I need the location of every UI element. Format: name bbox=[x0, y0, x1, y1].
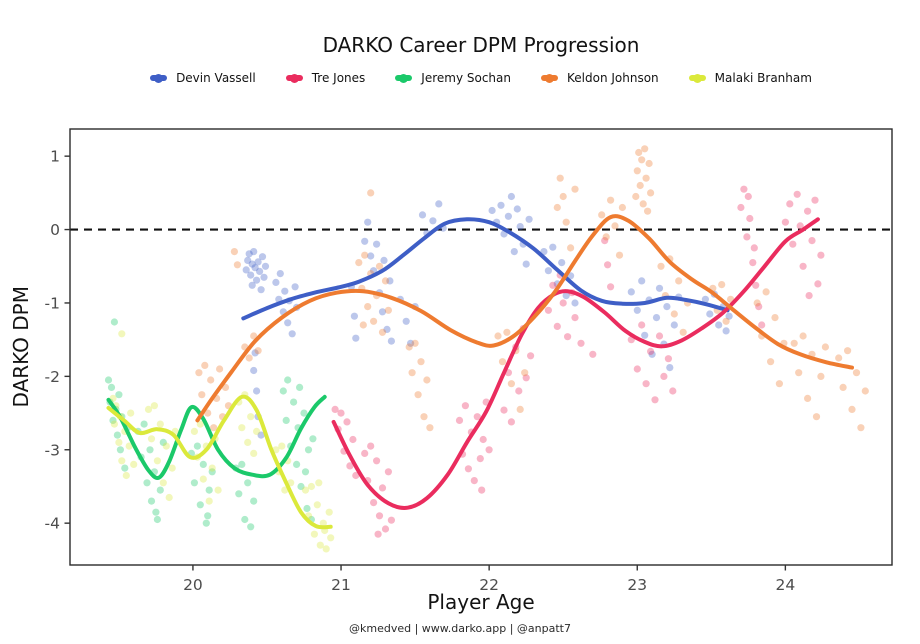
legend-label: Devin Vassell bbox=[176, 71, 256, 85]
svg-text:-2: -2 bbox=[45, 368, 60, 386]
legend-key-icon bbox=[285, 73, 303, 83]
svg-text:-3: -3 bbox=[45, 441, 60, 459]
legend-label: Jeremy Sochan bbox=[421, 71, 511, 85]
legend-key-icon bbox=[395, 73, 413, 83]
svg-text:22: 22 bbox=[479, 576, 499, 594]
legend-key-icon bbox=[688, 73, 706, 83]
svg-text:23: 23 bbox=[627, 576, 647, 594]
legend-item-devin-vassell: Devin Vassell bbox=[150, 71, 256, 85]
legend-label: Tre Jones bbox=[311, 71, 366, 85]
svg-text:24: 24 bbox=[775, 576, 795, 594]
legend-label: Keldon Johnson bbox=[567, 71, 659, 85]
svg-text:0: 0 bbox=[50, 221, 60, 239]
legend-item-jeremy-sochan: Jeremy Sochan bbox=[395, 71, 511, 85]
legend-item-tre-jones: Tre Jones bbox=[285, 71, 366, 85]
svg-text:21: 21 bbox=[331, 576, 351, 594]
chart-title: DARKO Career DPM Progression bbox=[322, 33, 640, 57]
svg-text:-1: -1 bbox=[45, 294, 60, 312]
y-axis-title-text: DARKO DPM bbox=[9, 286, 33, 408]
legend-label: Malaki Branham bbox=[714, 71, 812, 85]
y-axis-title: DARKO DPM bbox=[4, 129, 38, 565]
legend-key-icon bbox=[541, 73, 558, 83]
legend: Devin Vassell Tre Jones Jeremy Sochan Ke… bbox=[70, 71, 892, 85]
legend-item-malaki-branham: Malaki Branham bbox=[688, 71, 812, 85]
svg-text:20: 20 bbox=[183, 576, 203, 594]
legend-item-keldon-johnson: Keldon Johnson bbox=[541, 71, 659, 85]
x-axis-title: Player Age bbox=[427, 590, 535, 614]
svg-text:-4: -4 bbox=[45, 515, 60, 533]
svg-text:1: 1 bbox=[50, 148, 60, 166]
attribution-footer: @kmedved | www.darko.app | @anpatt7 bbox=[349, 622, 571, 635]
legend-key-icon bbox=[150, 73, 168, 83]
